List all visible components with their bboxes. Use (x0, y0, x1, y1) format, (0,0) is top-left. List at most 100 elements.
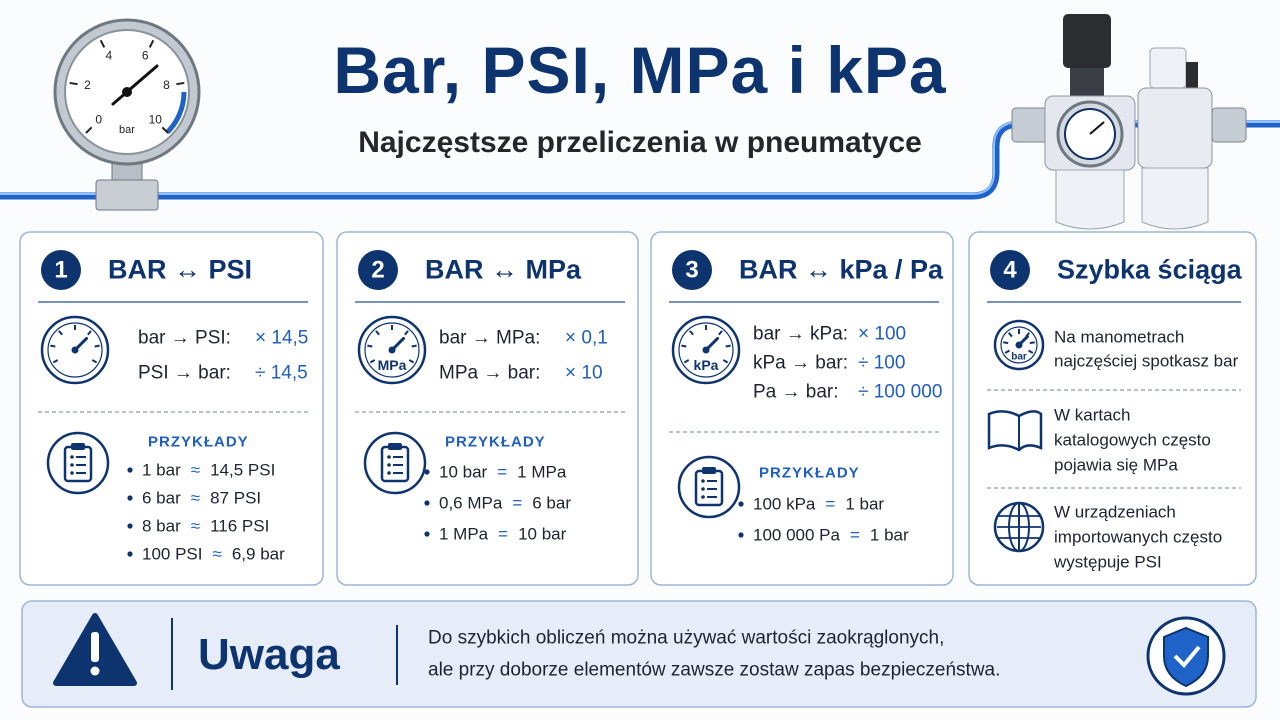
lubricator-cap (1149, 47, 1187, 89)
gauge-icon-tick (52, 359, 59, 364)
gauge-icon-hub (702, 346, 710, 354)
gauge-icon-tick (50, 344, 56, 348)
example-sign: ≈ (190, 460, 201, 480)
clipboard-badge (46, 431, 110, 495)
example-right: 6,9 bar (231, 544, 285, 564)
gauge-icon-tick (1029, 341, 1035, 345)
example-sign: ≈ (190, 516, 201, 536)
bullet (424, 500, 430, 506)
conversion-label: MPa → bar: (439, 362, 541, 384)
bullet (127, 523, 133, 529)
gauge-label: 2 (84, 78, 91, 92)
gauge-icon-tick (1028, 349, 1034, 354)
gauge-label: 8 (163, 78, 170, 92)
gauge-icon-hub (1015, 341, 1023, 349)
card-title: Szybka ściąga (1057, 254, 1242, 285)
gauge-hub (122, 87, 132, 97)
example-sign: ≈ (212, 544, 222, 564)
subtitle: Najczęstsze przeliczenia w pneumatyce (358, 126, 922, 159)
gauge-label: 0 (95, 112, 102, 126)
clipboard-dot (387, 455, 391, 459)
conversion-factor: × 14,5 (255, 327, 309, 349)
example-left: 6 bar (142, 488, 181, 508)
gauge-zone (165, 91, 187, 135)
clipboard-dot (387, 463, 391, 467)
shield-check (1173, 645, 1201, 668)
gauge-icon-tick (725, 344, 731, 348)
gauge-icon-inner (47, 322, 103, 378)
cheat-text: najczęściej spotkasz bar (1054, 351, 1239, 371)
warning-banner (21, 600, 1257, 708)
examples-title: PRZYKŁADY (759, 464, 860, 482)
bullet (738, 501, 744, 507)
card-title: BAR ↔ kPa / Pa (739, 254, 944, 285)
number-badge (358, 250, 398, 290)
gauge-unit: bar (119, 124, 135, 136)
warning-text: Do szybkich obliczeń można używać wartoś… (428, 627, 945, 649)
cheat-text: importowanych często (1054, 527, 1223, 547)
gauge-label: 6 (142, 49, 149, 63)
bullet (127, 551, 133, 557)
gauge-icon-tick (369, 359, 376, 364)
card-frame (19, 231, 324, 586)
example-left: 1 bar (142, 460, 181, 480)
gauge-icon-tick (375, 330, 380, 336)
conversion-factor: × 10 (565, 362, 603, 384)
cheat-text: pojawia się MPa (1054, 455, 1178, 475)
shield-icon (1163, 626, 1209, 688)
gauge-icon-inner (1000, 326, 1038, 364)
number-badge (672, 250, 712, 290)
example-left: 8 bar (142, 516, 181, 536)
gauge-tick (176, 81, 185, 86)
regulator (1011, 14, 1247, 230)
cheat-text: Na manometrach (1054, 327, 1185, 347)
gauge-icon-tick (681, 344, 687, 348)
gauge-icon-tick (87, 330, 92, 336)
clipboard-dot (701, 479, 705, 483)
gauge-tick (85, 126, 93, 134)
cheat-text: występuje PSI (1054, 552, 1162, 572)
gauge-tick (148, 39, 155, 48)
gauge-icon-hub (388, 346, 396, 354)
gauge-tick (161, 126, 169, 134)
number: 3 (685, 256, 698, 283)
warning-text: ale przy doborze elementów zawsze zostaw… (428, 659, 1001, 681)
lubricator-port (1211, 107, 1247, 143)
conversion-factor: × 0,1 (565, 327, 608, 349)
lubricator-bowl (1141, 167, 1209, 230)
example-right: 87 PSI (210, 488, 262, 508)
bullet (424, 469, 430, 475)
example-right: 116 PSI (210, 516, 270, 536)
pipe (0, 120, 1280, 200)
example-left: 100 PSI (142, 544, 203, 564)
clipboard-dot (70, 463, 74, 467)
gauge-icon-tick (689, 330, 694, 336)
example-left: 1 MPa (439, 524, 489, 544)
gauge-icon-tick (722, 359, 729, 364)
card-title: BAR ↔ PSI (108, 254, 253, 285)
gauge-label: 10 (149, 112, 163, 126)
clipboard-badge (677, 455, 741, 519)
lubricator-screw (1186, 62, 1198, 92)
title: Bar, PSI, MPa i kPa (333, 33, 947, 107)
examples-title: PRZYKŁADY (445, 433, 546, 451)
clipboard-dot (70, 455, 74, 459)
conversion-label: Pa → bar: (753, 381, 839, 403)
clipboard-clip (388, 443, 402, 450)
conversion-factor: ÷ 100 000 (858, 381, 943, 403)
warning-icon-dot (90, 666, 100, 676)
example-sign: = (849, 525, 860, 545)
gauge-icon-tick (1003, 341, 1009, 345)
gauge-icon-tick (1007, 332, 1013, 338)
warning-icon-bar (91, 632, 99, 662)
gauge-tick (69, 81, 78, 86)
conversion-label: bar → kPa: (753, 323, 849, 345)
gauge-fitting (95, 179, 159, 211)
gauge-icon-tick (683, 359, 690, 364)
example-left: 0,6 MPa (439, 493, 503, 513)
clipboard-clip (71, 443, 85, 450)
regulator-bowl (1055, 169, 1125, 230)
gauge-needle (111, 64, 159, 106)
cheat-text: W kartach (1054, 405, 1131, 425)
